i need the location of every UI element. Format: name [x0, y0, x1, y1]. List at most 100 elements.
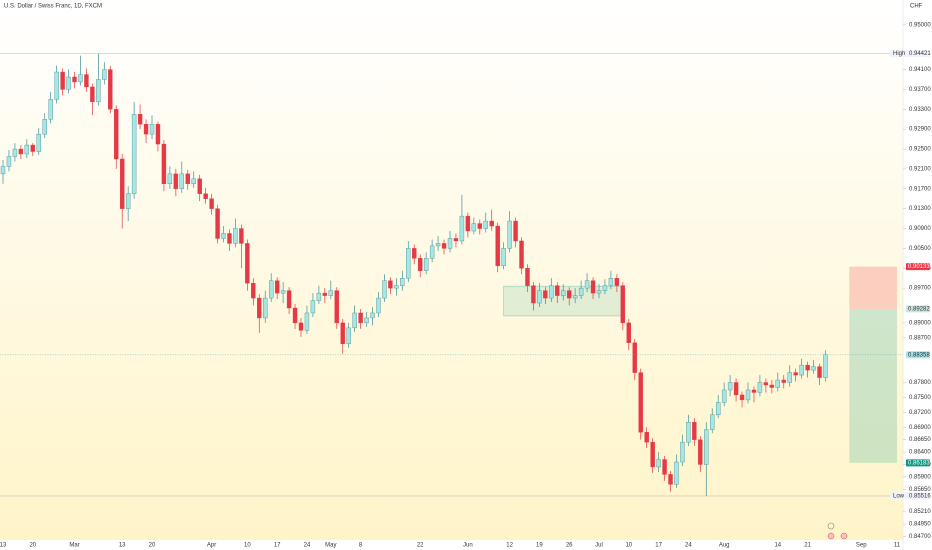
candle-body: [549, 285, 554, 299]
y-tick-label: 0.93300: [909, 107, 931, 113]
x-tick-label: 11: [894, 543, 901, 549]
candle-body: [54, 71, 59, 100]
candle-body: [471, 223, 477, 232]
x-tick-label: 8: [359, 543, 363, 549]
candle-body: [149, 123, 155, 135]
candle-body: [322, 292, 328, 296]
candle-body: [763, 382, 769, 386]
candle-body: [274, 280, 280, 294]
y-tick-label: 0.86650: [909, 437, 931, 443]
candle-body: [638, 372, 643, 433]
candle-body: [692, 422, 697, 440]
extreme-tag: [890, 50, 930, 58]
candle-body: [519, 240, 524, 269]
flag-icon[interactable]: [827, 532, 835, 540]
flag-icon[interactable]: [840, 532, 848, 540]
candle-body: [817, 366, 822, 378]
candle-body: [668, 474, 673, 485]
candle-body: [578, 287, 584, 296]
candle-body: [567, 290, 572, 299]
y-tick-label: 0.90500: [909, 246, 931, 252]
candle-body: [727, 382, 733, 391]
candle-body: [739, 394, 745, 401]
candle-body: [191, 178, 196, 185]
candle-body: [84, 74, 89, 88]
candle-body: [751, 389, 757, 393]
candle-body: [793, 372, 798, 376]
candle-body: [602, 285, 608, 291]
y-tick-label: 0.85210: [909, 509, 931, 515]
y-tick-label: 0.91300: [909, 206, 931, 212]
candle-body: [48, 99, 53, 120]
candle-body: [42, 119, 47, 135]
candle-body: [370, 312, 375, 319]
candle-body: [209, 198, 214, 209]
x-tick-label: Aug: [719, 543, 730, 549]
candle-body: [799, 364, 804, 376]
candle-body: [179, 173, 185, 189]
candle-body: [286, 290, 292, 309]
candle-body: [388, 280, 393, 289]
candle-body: [769, 384, 775, 388]
x-tick-label: 10: [244, 543, 251, 549]
candle-body: [292, 307, 298, 324]
candle-body: [507, 220, 512, 249]
candle-body: [823, 354, 828, 378]
candle-body: [263, 297, 268, 319]
x-tick-label: 10: [625, 543, 632, 549]
extreme-label: Low: [893, 494, 905, 500]
x-tick-label: 22: [417, 543, 424, 549]
candle-body: [590, 280, 596, 294]
candle-body: [733, 382, 739, 396]
candle-body: [18, 148, 24, 155]
candle-body: [745, 389, 751, 401]
extreme-tag: [890, 492, 930, 500]
candle-body: [644, 431, 649, 443]
y-tick-label: 0.91700: [909, 186, 931, 192]
currency-label: CHF: [910, 4, 923, 10]
candle-body: [245, 243, 250, 284]
candle-body: [257, 297, 262, 319]
y-tick-label: 0.86400: [909, 450, 931, 456]
candle-body: [710, 414, 715, 430]
y-tick-label: 0.89000: [909, 320, 931, 326]
candle-body: [716, 402, 721, 416]
candle-body: [334, 290, 339, 324]
candle-body: [453, 238, 459, 242]
candle-body: [376, 297, 381, 314]
x-tick-label: Sep: [856, 543, 867, 549]
candle-body: [441, 243, 447, 249]
candle-body: [781, 379, 786, 383]
x-tick-label: 17: [274, 543, 281, 549]
candle-body: [233, 228, 238, 244]
stop-label: 0.90133: [908, 264, 930, 270]
y-tick-label: 0.92100: [909, 166, 931, 172]
candle-body: [501, 248, 506, 266]
plot-background: [0, 0, 903, 540]
candle-body: [161, 143, 167, 185]
candle-body: [90, 86, 95, 103]
candle-body: [352, 312, 357, 329]
candle-body: [36, 133, 41, 152]
candle-body: [626, 322, 631, 343]
candle-body: [721, 389, 727, 403]
candle-body: [155, 123, 161, 145]
settings-icon[interactable]: [827, 522, 835, 530]
candle-body: [459, 215, 465, 242]
candle-body: [394, 285, 399, 289]
candle-body: [775, 379, 780, 388]
candle-body: [620, 285, 626, 324]
candle-body: [483, 220, 488, 229]
candle-body: [12, 148, 18, 157]
y-tick-label: 0.94100: [909, 67, 931, 73]
y-tick-label: 0.88700: [909, 335, 931, 341]
candle-body: [125, 193, 131, 209]
x-tick-label: 13: [119, 543, 126, 549]
candle-body: [382, 280, 387, 299]
candle-body: [96, 79, 101, 103]
x-tick-label: 21: [804, 543, 811, 549]
candle-body: [477, 223, 482, 229]
plot-layer: [0, 24, 906, 537]
candle-body: [698, 439, 703, 465]
x-tick-label: 20: [149, 543, 156, 549]
